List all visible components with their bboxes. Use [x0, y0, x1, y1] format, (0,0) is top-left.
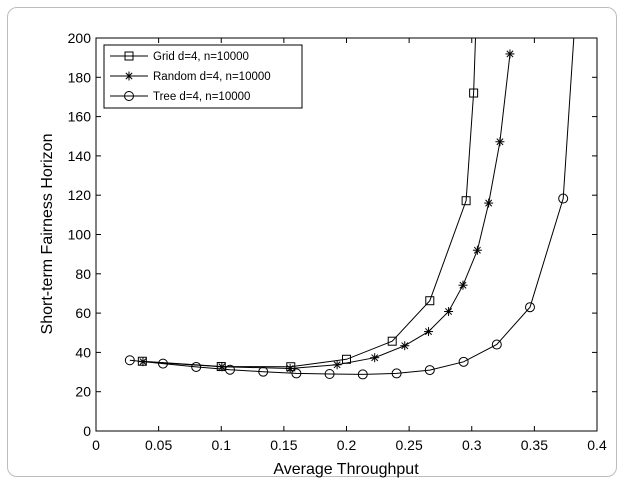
y-tick-label: 180: [68, 69, 92, 85]
series-3-point: [424, 365, 435, 376]
series-3-point: [558, 193, 569, 204]
series-2-point: [484, 198, 494, 208]
series-1-point: [469, 88, 479, 98]
x-tick-label: 0.1: [212, 437, 232, 453]
x-tick-label: 0.25: [396, 437, 423, 453]
y-tick-label: 40: [75, 344, 91, 360]
x-tick-label: 0.3: [462, 437, 482, 453]
legend-marker: [124, 91, 134, 101]
series-1-point: [387, 336, 397, 346]
series-line-1: [142, 38, 476, 368]
x-tick-label: 0.4: [587, 437, 607, 453]
y-axis: 0 20 40 60 80 100 120 140 160 180 200: [68, 30, 597, 439]
series-2-point: [400, 341, 410, 351]
series-2-point: [495, 137, 505, 147]
y-tick-label: 80: [75, 266, 91, 282]
y-tick-label: 0: [83, 423, 91, 439]
series-3-point: [191, 361, 202, 372]
series-3-point: [158, 358, 169, 369]
series-2-point: [370, 353, 380, 363]
series-2-point: [472, 245, 482, 255]
series-layer: [124, 38, 575, 380]
y-tick-label: 20: [75, 384, 91, 400]
series-line-3: [129, 38, 575, 375]
y-tick-label: 120: [68, 187, 92, 203]
x-axis: 0 0.05 0.1 0.15 0.2 0.25 0.3 0.35 0.4: [92, 38, 607, 453]
series-2-point: [458, 280, 468, 290]
legend-label: Random d=4, n=10000: [153, 71, 271, 83]
y-tick-label: 200: [68, 30, 92, 46]
series-2-point: [424, 327, 434, 337]
series-2-point: [505, 49, 515, 59]
legend-marker: [124, 71, 134, 81]
y-tick-label: 160: [68, 109, 92, 125]
x-tick-label: 0: [92, 437, 100, 453]
series-3-point: [524, 302, 535, 313]
series-3-point: [458, 356, 469, 367]
series-3-point: [357, 369, 368, 380]
series-1-point: [286, 362, 296, 372]
x-axis-label: Average Throughput: [273, 461, 419, 478]
legend-label: Tree d=4, n=10000: [153, 91, 250, 103]
series-3-point: [258, 366, 269, 377]
series-1-point: [425, 296, 435, 306]
x-tick-label: 0.35: [521, 437, 548, 453]
series-2-point: [444, 307, 454, 317]
series-2-point: [285, 364, 295, 374]
x-tick-label: 0.05: [145, 437, 172, 453]
series-3-point: [225, 364, 236, 375]
y-tick-label: 60: [75, 305, 91, 321]
x-tick-label: 0.2: [337, 437, 357, 453]
series-3-point: [391, 368, 402, 379]
legend-marker: [124, 51, 134, 61]
series-1-point: [461, 196, 471, 206]
series-3-point: [324, 369, 335, 380]
y-axis-label: Short-term Fairness Horizon: [39, 134, 56, 335]
legend-label: Grid d=4, n=10000: [153, 51, 249, 63]
series-3-point: [291, 368, 302, 379]
y-tick-label: 100: [68, 227, 92, 243]
series-3-point: [124, 355, 135, 366]
y-tick-label: 140: [68, 148, 92, 164]
series-2-point: [332, 360, 342, 370]
legend: Grid d=4, n=10000 Random d=4, n=10000 Tree…: [103, 44, 303, 109]
series-3-point: [491, 339, 502, 350]
x-tick-label: 0.15: [270, 437, 297, 453]
